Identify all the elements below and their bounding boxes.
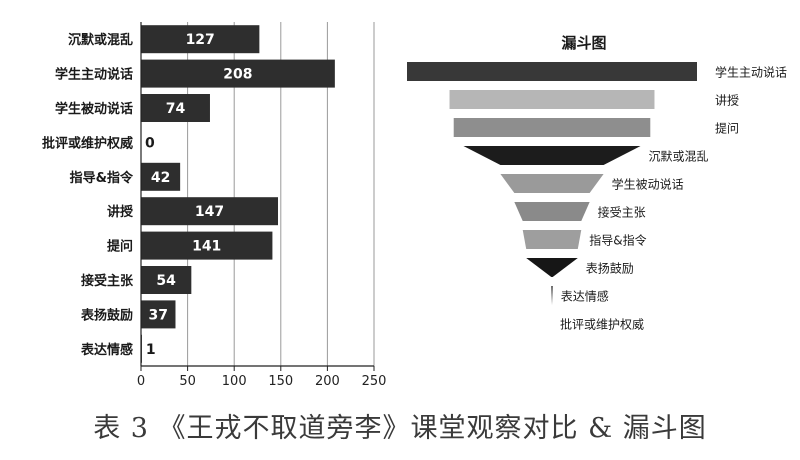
- bar-data-label: 42: [151, 170, 170, 186]
- funnel-chart-marks: 学生主动说话讲授提问沉默或混乱学生被动说话接受主张指导&指令表扬鼓励表达情感批评…: [407, 62, 787, 332]
- funnel-title: 漏斗图: [561, 34, 606, 52]
- figure-caption: 表 3 《王戎不取道旁李》课堂观察对比 & 漏斗图: [93, 413, 707, 444]
- funnel-label: 提问: [715, 121, 739, 136]
- bar-data-label: 1: [146, 342, 156, 358]
- x-tick-label: 0: [137, 374, 145, 389]
- bar-category-label: 讲授: [107, 204, 134, 220]
- funnel-label: 指导&指令: [589, 233, 646, 248]
- funnel-label: 批评或维护权威: [560, 317, 644, 332]
- bar-data-label: 141: [192, 239, 221, 255]
- funnel-label: 表扬鼓励: [586, 261, 634, 276]
- bar-category-label: 表达情感: [80, 342, 133, 358]
- x-tick-label: 200: [315, 374, 340, 389]
- x-tick-label: 250: [362, 374, 387, 389]
- bar-data-label: 127: [186, 32, 215, 48]
- bar-category-label: 批评或维护权威: [42, 135, 133, 151]
- funnel-segment: [514, 202, 590, 221]
- bar-data-label: 208: [223, 67, 252, 83]
- funnel-label: 学生主动说话: [715, 65, 787, 80]
- bar-chart-marks: 沉默或混乱 127 学生主动说话 208 学生被动说话 74 批评或维护权威 0 指导&指令 42…: [42, 25, 335, 363]
- bar: [141, 266, 192, 294]
- bar-category-label: 指导&指令: [70, 170, 134, 186]
- funnel-label: 接受主张: [598, 205, 646, 220]
- bar-data-label: 0: [145, 135, 155, 151]
- funnel-segment: [522, 230, 582, 249]
- bar-category-label: 接受主张: [81, 273, 134, 289]
- funnel-segment: [526, 258, 578, 277]
- bar-category-label: 表扬鼓励: [80, 307, 133, 323]
- funnel-label: 沉默或混乱: [649, 149, 709, 164]
- bar: [141, 197, 279, 226]
- funnel-label: 讲授: [715, 93, 739, 108]
- bar-data-label: 74: [166, 101, 186, 117]
- bar-category-label: 沉默或混乱: [68, 32, 133, 48]
- bar: [141, 300, 176, 329]
- bar-chart-x-axis: 0 50 100 150 200 250: [137, 22, 387, 389]
- funnel-segment: [551, 286, 553, 305]
- funnel-segment: [463, 146, 641, 165]
- x-tick-label: 150: [268, 374, 293, 389]
- funnel-label: 学生被动说话: [612, 177, 684, 192]
- funnel-label: 表达情感: [561, 289, 609, 304]
- x-tick-label: 100: [222, 374, 247, 389]
- bar-category-label: 学生主动说话: [55, 67, 133, 83]
- bar: [141, 162, 181, 191]
- bar-category-label: 提问: [107, 239, 133, 255]
- funnel-segment: [449, 90, 655, 109]
- bar-data-label: 37: [148, 307, 167, 323]
- bar: [141, 231, 273, 260]
- bar: [141, 94, 210, 122]
- x-tick-label: 50: [179, 374, 196, 389]
- chart-canvas: 沉默或混乱 127 学生主动说话 208 学生被动说话 74 批评或维护权威 0 指导&指令 42…: [42, 22, 787, 389]
- funnel-segment: [407, 62, 697, 81]
- bar-category-label: 学生被动说话: [55, 101, 133, 117]
- bar: [141, 59, 335, 88]
- funnel-segment: [453, 118, 651, 137]
- bar-data-label: 54: [156, 273, 176, 289]
- funnel-segment: [500, 174, 604, 193]
- bar-data-label: 147: [195, 204, 224, 220]
- bar: [141, 25, 260, 54]
